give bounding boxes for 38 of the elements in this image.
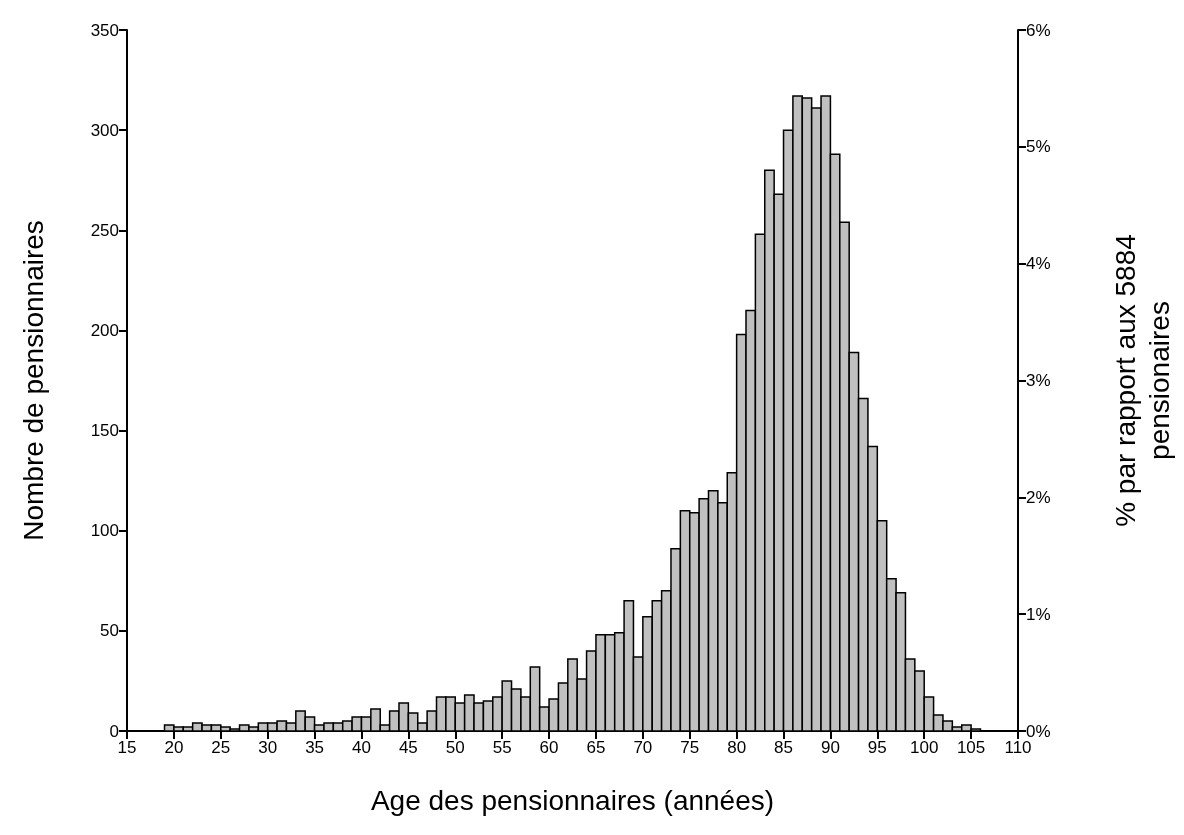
x-axis-title: Age des pensionnaires (années) — [370, 784, 775, 816]
x-tick-label: 85 — [774, 738, 793, 757]
y-tick-label: 200 — [90, 320, 119, 340]
x-tick-label: 25 — [211, 738, 231, 757]
x-tick-label: 50 — [445, 738, 465, 757]
y-tick-label: 300 — [90, 120, 119, 140]
x-tick-label: 40 — [352, 738, 371, 757]
y-tick-label: 0 — [109, 721, 119, 741]
x-tick-label: 90 — [820, 738, 840, 757]
y-tick-label: 50 — [100, 621, 119, 641]
y2-tick-label: 6% — [1026, 20, 1051, 40]
y-axis-title: Nombre de pensionnaires — [17, 220, 49, 541]
y2-tick-label: 1% — [1026, 604, 1051, 624]
x-tick-label: 65 — [586, 738, 606, 757]
y2-tick-label: 0% — [1026, 721, 1051, 741]
y2-tick-label: 4% — [1026, 254, 1051, 274]
y-tick-label: 350 — [90, 20, 119, 40]
x-tick-label: 80 — [727, 738, 747, 757]
x-tick-label: 105 — [956, 738, 986, 757]
x-tick-label: 100 — [910, 738, 939, 757]
x-tick-label: 20 — [164, 738, 184, 757]
x-tick-label: 70 — [633, 738, 653, 757]
y2-tick-label: 2% — [1026, 487, 1051, 507]
x-tick-label: 75 — [680, 738, 700, 757]
y-tick-label: 150 — [90, 421, 119, 441]
x-tick-label: 15 — [117, 738, 137, 757]
x-tick-label: 110 — [1004, 738, 1032, 757]
x-tick-label: 45 — [398, 738, 418, 757]
x-tick-label: 35 — [305, 738, 325, 757]
y2-tick-label: 3% — [1026, 371, 1051, 390]
x-tick-label: 95 — [867, 738, 887, 757]
x-tick-label: 55 — [492, 738, 512, 757]
y-tick-label: 250 — [90, 220, 119, 240]
y2-tick-label: 5% — [1026, 137, 1051, 157]
y-tick-label: 100 — [90, 521, 119, 541]
x-tick-label: 30 — [258, 738, 278, 757]
x-tick-label: 60 — [539, 738, 559, 757]
y2-axis-title: % par rapport aux 5884 pensionaires — [1109, 234, 1175, 527]
